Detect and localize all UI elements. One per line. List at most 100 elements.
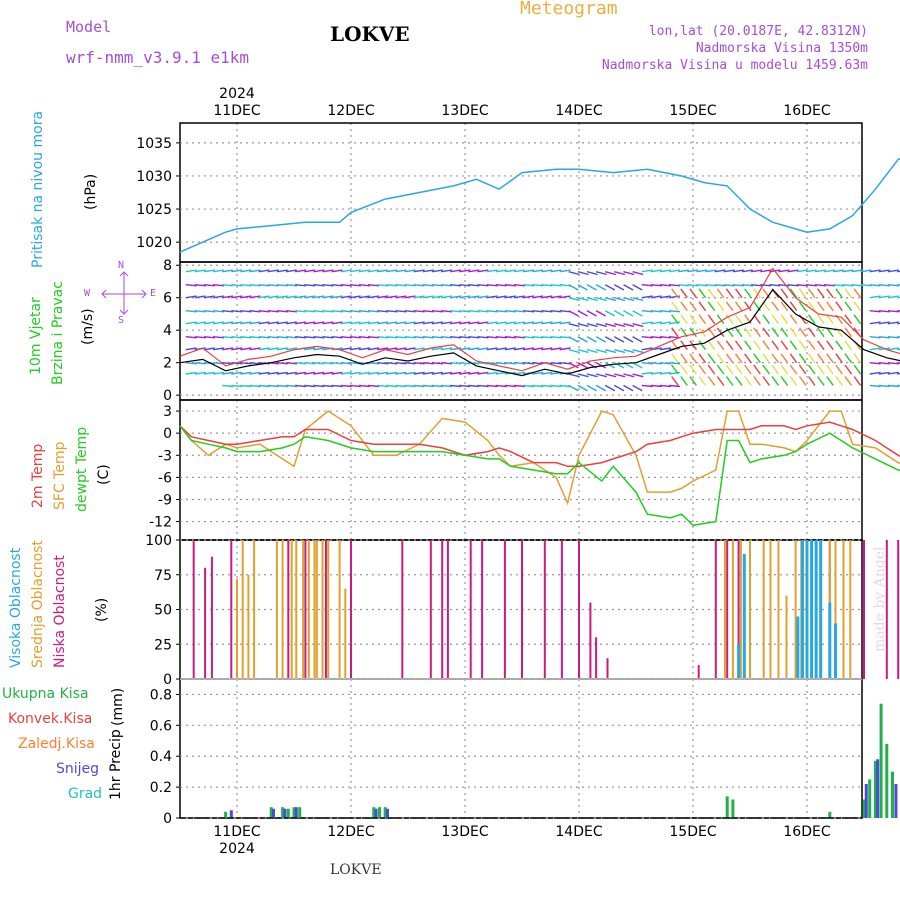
y-tick-label: -12	[149, 515, 172, 531]
cloud-bar-niska	[401, 540, 404, 679]
y-tick-label: 0.4	[150, 749, 172, 765]
bottom-date-label: 16DEC	[783, 824, 830, 840]
dewpoint-line	[179, 425, 900, 527]
cloud-bar-visoka	[796, 616, 800, 679]
top-date-label: 12DEC	[327, 103, 374, 119]
cloud-bar-srednja	[731, 540, 734, 679]
y-tick-label: 0.6	[150, 718, 172, 734]
cloud-bar-niska	[350, 540, 352, 679]
cloud-bar-niska	[429, 540, 432, 679]
cloud-bar-srednja	[327, 540, 330, 679]
top-date-label: 15DEC	[669, 103, 716, 119]
y-tick-label: 0.2	[150, 780, 172, 796]
precip-bar	[868, 779, 872, 818]
cloud-bar-visoka	[819, 540, 823, 679]
cloud-bar-visoka	[742, 553, 746, 679]
precip-bar	[385, 808, 389, 818]
cloud-bar-niska	[578, 540, 580, 679]
compass-east: E	[150, 288, 157, 299]
top-date-label: 14DEC	[555, 103, 602, 119]
y-tick-label: 25	[154, 637, 172, 653]
cloud-bar-niska	[304, 540, 307, 679]
cloud-bar-niska	[230, 540, 233, 679]
y-tick-label: 4	[163, 323, 172, 339]
cloud-bar-srednja	[739, 540, 742, 679]
y-tick-label: 1035	[136, 136, 172, 152]
precip-bar	[864, 784, 868, 818]
cloud-bar-niska	[737, 540, 740, 679]
y-tick-label: 3	[163, 404, 172, 420]
y-tick-label: 6	[163, 291, 172, 307]
lonlat-info: lon,lat (20.0187E, 42.8312N)	[648, 24, 868, 39]
cloud-bar-visoka	[810, 540, 814, 679]
top-date-label: 11DEC	[213, 103, 260, 119]
cloud-bar-srednja	[344, 588, 347, 679]
cloud-bar-niska	[726, 540, 729, 679]
precip-bar	[294, 807, 298, 818]
cloud-bar-visoka	[828, 602, 832, 679]
sfc-temp-line	[179, 410, 900, 506]
precip-bar	[378, 807, 381, 818]
bottom-date-label: 12DEC	[327, 824, 374, 840]
cloud-bar-srednja	[723, 540, 726, 679]
y-tick-label: 50	[154, 603, 172, 619]
product-title: Meteogram	[520, 0, 618, 19]
wind-gust-line	[179, 267, 900, 372]
precip-bar	[229, 810, 233, 818]
precip-bar	[876, 759, 880, 818]
y-tick-label: -3	[158, 448, 172, 464]
y-tick-label: 1025	[136, 202, 172, 218]
model-label: Model	[66, 18, 112, 36]
top-date-label: 13DEC	[441, 103, 488, 119]
top-date-label: 16DEC	[783, 103, 830, 119]
cloud-bar-srednja	[777, 540, 780, 679]
wind-speed-line	[179, 288, 900, 377]
cloud-bar-niska	[469, 540, 472, 679]
cloud-bar-niska	[897, 540, 900, 679]
cloud-bar-srednja	[295, 540, 298, 679]
precip-bar	[862, 799, 866, 818]
cloud-bar-niska	[885, 540, 888, 679]
panel-frame-0	[179, 122, 863, 263]
cloud-bar-niska	[606, 658, 609, 679]
y-tick-label: -6	[158, 470, 172, 486]
cloud-bar-niska	[863, 540, 865, 679]
cloud-bar-niska	[481, 540, 484, 679]
station-title: LOKVE	[330, 22, 410, 46]
cloud-bar-srednja	[794, 540, 797, 679]
bottom-year-label: 2024	[219, 841, 255, 857]
cloud-bar-niska	[287, 540, 290, 679]
precip-bar	[879, 703, 883, 818]
legend-total-rain: Ukupna Kisa	[2, 686, 89, 702]
cloud-bar-niska	[543, 540, 546, 679]
compass-south: S	[118, 315, 125, 326]
cloud-bar-srednja	[290, 540, 293, 679]
cloud-bar-srednja	[313, 540, 316, 679]
y-tick-label: 75	[154, 568, 172, 584]
cloud-bar-visoka	[814, 540, 818, 679]
cloud-bar-srednja	[785, 595, 788, 679]
y-tick-label: 0	[163, 672, 172, 688]
cloud-bar-niska	[521, 540, 523, 679]
cloud-bar-niska	[589, 602, 592, 679]
bottom-date-label: 14DEC	[555, 824, 602, 840]
panel-frame-2	[179, 399, 863, 541]
cloud-bar-visoka	[800, 540, 804, 679]
y-tick-label: 100	[145, 533, 172, 549]
cloud-bar-srednja	[241, 540, 244, 679]
precip-bar	[298, 807, 302, 818]
cloud-bar-srednja	[849, 540, 852, 679]
precip-bar	[286, 808, 290, 818]
precip-bar	[828, 811, 832, 818]
precip-bar	[271, 808, 275, 818]
legend-snow: Snijeg	[56, 761, 100, 777]
precip-bar	[383, 807, 387, 818]
cloud-bar-niska	[204, 567, 207, 679]
compass-north: N	[118, 260, 125, 271]
precip-bar	[891, 771, 894, 818]
precip-bar	[873, 760, 877, 818]
precip-bar	[372, 807, 376, 818]
precip-bar	[374, 808, 378, 818]
cloud-bar-visoka	[737, 644, 741, 679]
altitude-info: Nadmorska Visina 1350m	[695, 41, 868, 56]
